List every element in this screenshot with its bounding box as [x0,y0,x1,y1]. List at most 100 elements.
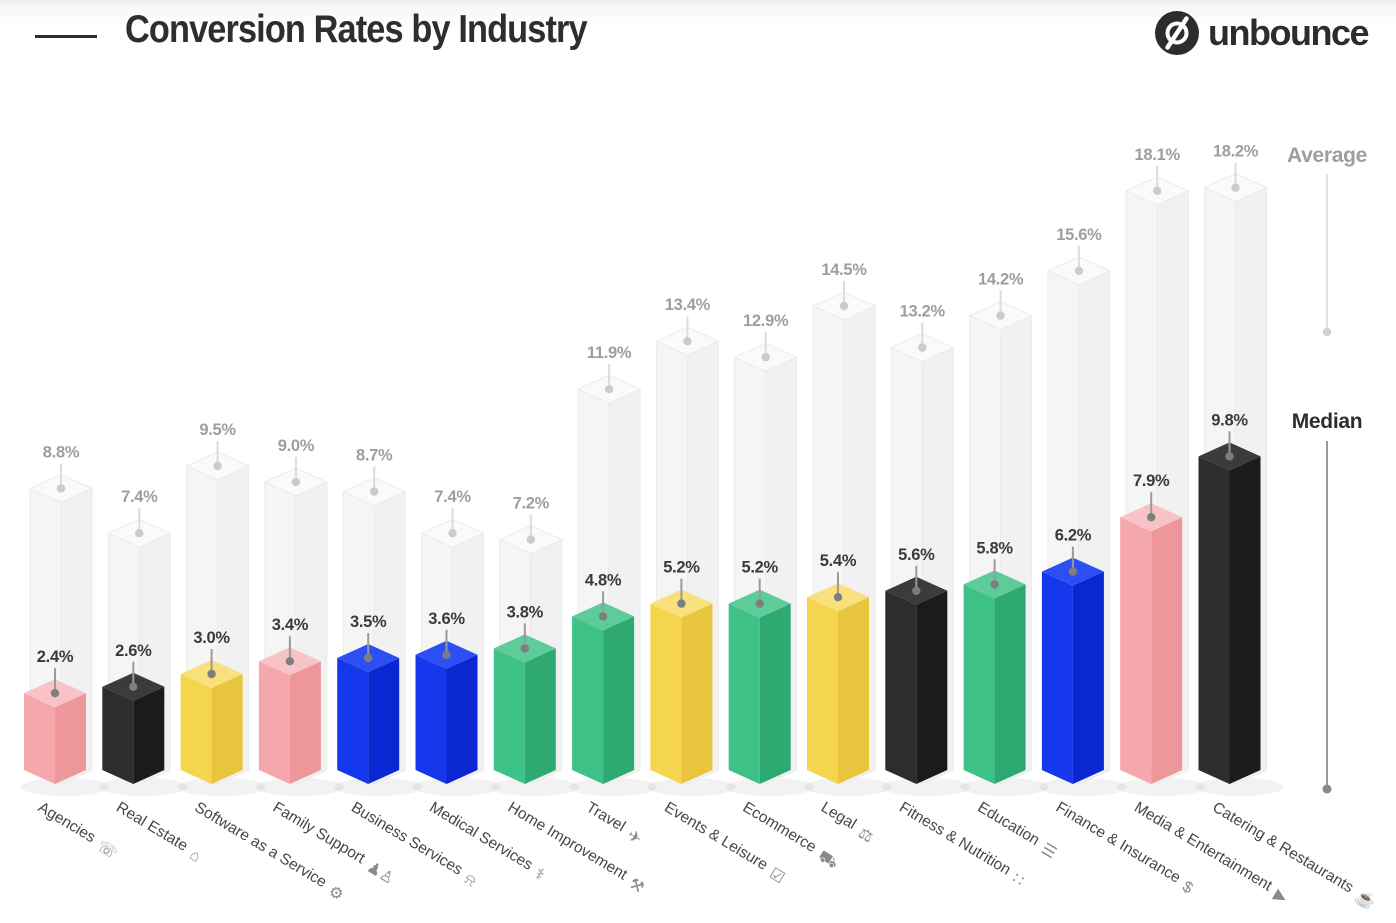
median-bar-software-as-a-service-left-face [180,674,212,784]
median-callout-real-estate-value-label: 2.6% [115,642,152,660]
house-icon: ⌂ [186,846,203,866]
median-bar-finance-insurance-left-face [1041,571,1073,784]
average-callout-family-support-pointer-dot [291,477,301,487]
legend-average-dot [1322,327,1332,337]
median-bar-catering-restaurants [1198,442,1261,784]
median-callout-legal-value-label: 5.4% [820,552,857,570]
category-label-business-services: Business Services⍾ [347,799,481,891]
median-callout-medical-services: 3.6% [428,610,466,659]
bar-shadow [1195,778,1284,796]
median-callout-real-estate: 2.6% [115,642,152,691]
median-bar-real-estate [102,672,165,784]
service-bell-icon: ⍾ [461,870,479,890]
average-callout-software-as-a-service: 9.5% [199,421,237,471]
median-bar-agencies-right-face [55,693,86,784]
average-callout-real-estate-pointer-dot [135,529,144,538]
median-callout-software-as-a-service-pointer-dot [207,669,216,679]
industry-group-legal: 14.5% 5.4% Legal⚖ [804,261,892,847]
industry-group-education: 14.2% 5.8% Education☰ [960,271,1059,863]
median-callout-business-services: 3.5% [350,613,387,663]
median-callout-real-estate-pointer-dot [129,682,138,691]
category-label-text: Real Estate [113,799,190,855]
bar-shadow [99,778,188,796]
median-callout-catering-restaurants-pointer-dot [1225,452,1234,461]
category-label-media-entertainment: Media & Entertainment▶ [1130,799,1293,908]
industry-group-agencies: 8.8% 2.4% Agencies☏ [21,443,120,863]
average-callout-media-entertainment: 18.1% [1135,146,1181,195]
median-bar-software-as-a-service-right-face [211,674,243,784]
title-dash [35,35,97,38]
median-callout-family-support: 3.4% [272,616,309,666]
average-callout-ecommerce-value-label: 12.9% [743,312,789,330]
median-callout-events-leisure: 5.2% [663,559,701,608]
median-callout-home-improvement-value-label: 3.8% [507,603,544,621]
median-callout-education-pointer-dot [990,580,999,589]
average-callout-events-leisure-value-label: 13.4% [665,296,711,314]
median-callout-ecommerce-pointer-dot [755,599,764,608]
category-label-real-estate: Real Estate⌂ [112,799,205,866]
calendar-check-icon: ☑ [766,865,787,887]
average-callout-family-support: 9.0% [278,437,315,487]
median-bar-business-services-left-face [337,658,369,784]
category-label-fitness-nutrition: Fitness & Nutrition∷ [895,799,1029,890]
category-label-travel: Travel✈ [581,799,645,849]
median-bar-agencies [24,679,86,784]
gear-icon: ⚙ [325,883,346,905]
legend-median-label: Median [1292,410,1363,433]
average-callout-business-services-value-label: 8.7% [356,447,393,465]
bar-shadow [334,778,423,796]
median-bar-fitness-nutrition-left-face [885,590,917,784]
industry-group-ecommerce: 12.9%5.2%Ecommerce⛟ [725,312,841,873]
median-bar-education [963,570,1026,784]
legend-average-label: Average [1287,144,1367,167]
bar-shadow [960,778,1049,796]
category-label-text: Catering & Restaurants [1209,799,1356,897]
industry-group-travel: 11.9% 4.8% Travel✈ [569,344,658,849]
median-bar-fitness-nutrition [885,576,948,784]
median-callout-business-services-pointer-dot [364,653,373,663]
bar-shadow [1117,778,1206,796]
average-callout-finance-insurance-value-label: 15.6% [1056,226,1102,244]
average-callout-catering-restaurants: 18.2% [1213,143,1259,192]
average-callout-catering-restaurants-value-label: 18.2% [1213,143,1259,161]
bar-shadow [21,778,109,796]
bar-shadow [177,778,266,796]
industry-group-catering-restaurants: 18.2% 9.8% Catering & Restaurants☕ [1195,143,1379,913]
average-callout-education-pointer-dot [996,311,1005,320]
average-callout-software-as-a-service-pointer-dot [213,461,222,471]
median-bar-catering-restaurants-left-face [1198,456,1230,784]
bar-shadow [647,778,736,796]
median-callout-home-improvement: 3.8% [507,603,544,653]
median-callout-software-as-a-service-value-label: 3.0% [193,629,230,647]
average-callout-legal-pointer-dot [839,301,849,311]
median-bar-real-estate-left-face [102,686,134,784]
average-callout-home-improvement-value-label: 7.2% [513,495,550,513]
average-callout-agencies: 8.8% [43,443,80,493]
average-callout-medical-services-value-label: 7.4% [434,488,471,506]
legend: Average Median [1287,144,1367,794]
unbounce-wordmark: unbounce [1208,12,1369,53]
median-callout-catering-restaurants: 9.8% [1211,411,1249,461]
average-callout-software-as-a-service-value-label: 9.5% [199,421,236,439]
industry-group-finance-insurance: 15.6% 6.2% Finance & Insurance$ [1038,226,1197,898]
category-label-text: Finance & Insurance [1053,799,1184,887]
average-callout-home-improvement: 7.2% [513,495,550,544]
industry-group-family-support: 9.0%3.4%Family Support♟♙ [255,437,397,888]
median-bar-travel-left-face [572,616,604,784]
category-label-finance-insurance: Finance & Insurance$ [1051,799,1197,898]
median-bar-home-improvement-right-face [524,648,556,784]
average-callout-catering-restaurants-pointer-dot [1231,183,1240,192]
average-callout-fitness-nutrition: 13.2% [900,303,946,352]
median-callout-family-support-value-label: 3.4% [272,616,309,634]
median-bar-family-support [258,647,321,784]
average-callout-medical-services: 7.4% [434,488,472,538]
median-callout-events-leisure-value-label: 5.2% [663,559,700,577]
average-callout-finance-insurance-pointer-dot [1074,266,1084,275]
bar-shadow [1038,778,1127,796]
category-label-text: Travel [583,799,628,835]
median-callout-agencies: 2.4% [37,648,74,698]
median-bar-ecommerce [728,589,791,784]
average-callout-legal: 14.5% [821,261,868,311]
median-bar-travel [572,602,635,784]
